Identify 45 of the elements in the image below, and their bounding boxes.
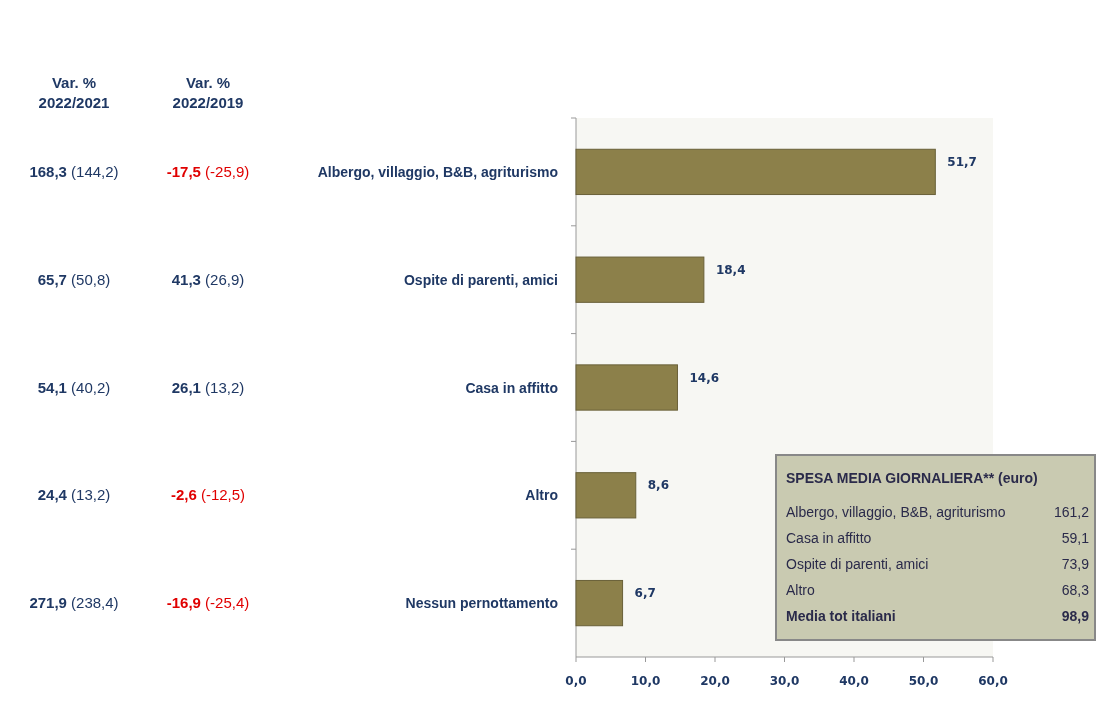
y-tick-label: Albergo, villaggio, B&B, agriturismo <box>317 163 558 180</box>
text: Var. % 2022/2021 <box>38 74 110 111</box>
text: 271,9 (238,4) <box>29 594 119 612</box>
text: 73,9 <box>1061 556 1090 572</box>
x-tick-label: 60,0 <box>978 674 1008 688</box>
x-tick-label: 10,0 <box>630 674 661 688</box>
text: -17,5 (-25,9) <box>166 162 250 180</box>
text: 54,1 (40,2) <box>37 378 111 396</box>
bar <box>575 148 936 196</box>
data-label: 18,4 <box>715 262 746 277</box>
text: 24,4 (13,2) <box>37 486 111 504</box>
data-label: 14,6 <box>689 370 720 385</box>
y-tick-label: Altro <box>525 487 558 504</box>
text: 59,1 <box>1061 530 1090 546</box>
y-tick-label: Ospite di parenti, amici <box>403 271 558 288</box>
data-label: 51,7 <box>947 154 977 169</box>
text: Var. % 2022/2019 <box>172 74 244 111</box>
text: 68,3 <box>1061 582 1090 598</box>
text: -16,9 (-25,4) <box>166 594 250 612</box>
text: 65,7 (50,8) <box>37 270 111 288</box>
text: 98,9 <box>1061 608 1090 624</box>
bar <box>575 256 705 303</box>
data-label: 8,6 <box>647 478 670 493</box>
bar <box>575 364 678 411</box>
annotation: Altro <box>786 582 815 598</box>
text: 168,3 (144,2) <box>29 162 119 180</box>
x-tick-label: 40,0 <box>839 674 869 688</box>
y-tick-label: Nessun pernottamento <box>405 595 558 612</box>
annotation: Albergo, villaggio, B&B, agriturismo <box>786 504 1006 520</box>
text: 161,2 <box>1053 504 1090 520</box>
x-tick-label: 20,0 <box>700 674 730 688</box>
x-tick-label: 30,0 <box>769 674 800 688</box>
annotation: SPESA MEDIA GIORNALIERA** (euro) <box>786 470 1038 486</box>
annotation: Casa in affitto <box>786 530 872 546</box>
text: 26,1 (13,2) <box>171 378 245 396</box>
annotation: Ospite di parenti, amici <box>786 556 929 572</box>
text: -2,6 (-12,5) <box>170 486 246 504</box>
x-tick-label: 50,0 <box>908 674 939 688</box>
y-tick-label: Casa in affitto <box>465 379 558 396</box>
text: 41,3 (26,9) <box>171 270 245 288</box>
x-tick-label: 0,0 <box>565 674 587 688</box>
annotation: Media tot italiani <box>786 608 896 624</box>
data-label: 6,7 <box>634 586 656 601</box>
bar <box>575 472 637 519</box>
bar <box>575 579 624 627</box>
